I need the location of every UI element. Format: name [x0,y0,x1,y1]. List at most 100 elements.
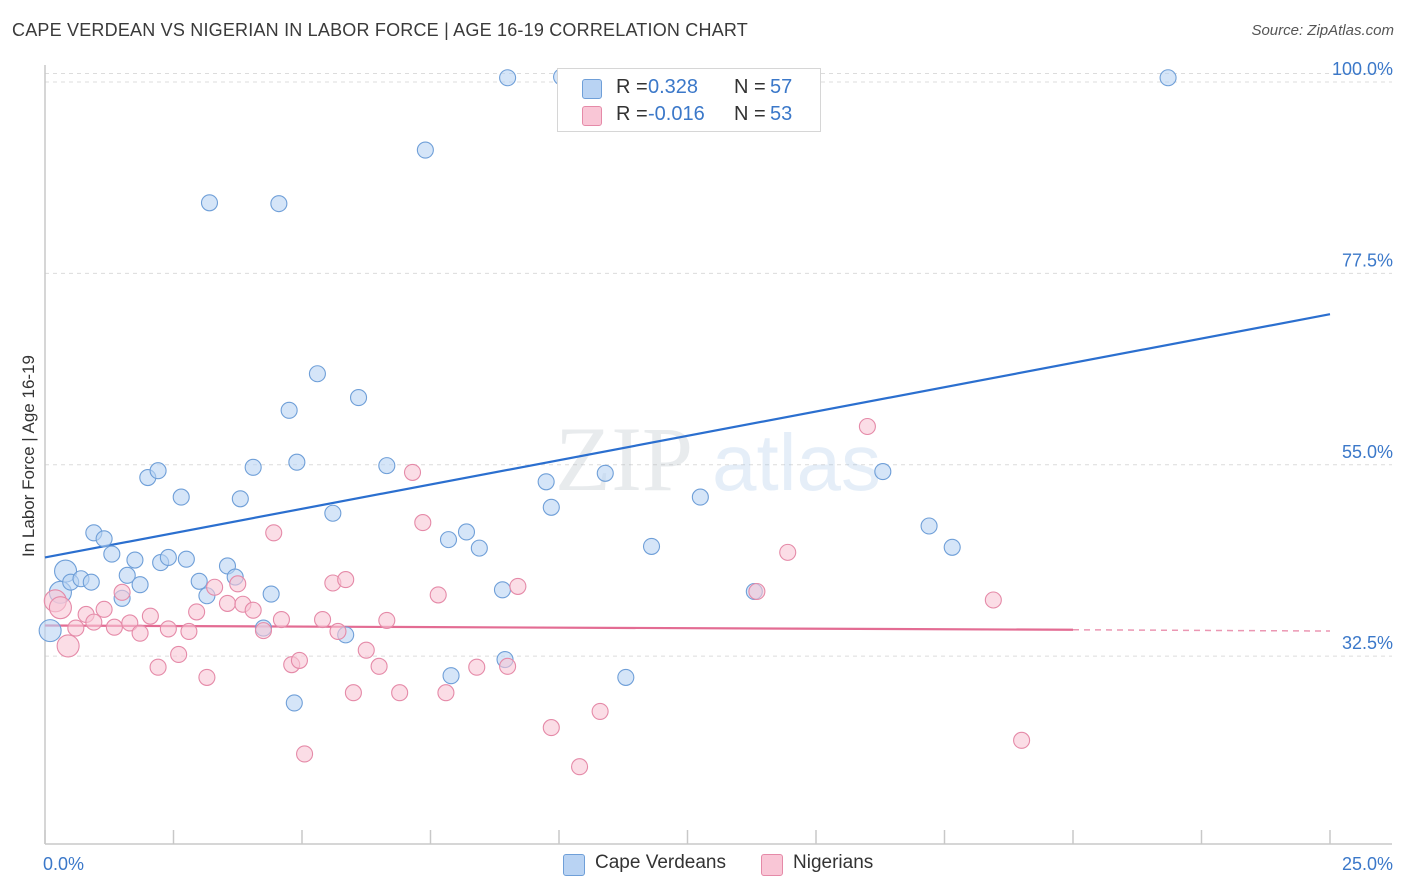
watermark-zip: ZIP [555,408,693,510]
data-point [67,619,85,637]
data-point [177,550,195,568]
data-point [349,389,368,407]
series-nigerians [43,417,1031,776]
data-point [265,524,283,542]
trend-lines [44,313,1331,632]
data-point [56,634,80,658]
label-nigerians: Nigerians [793,852,874,873]
data-point [244,601,262,619]
data-point [159,620,177,638]
data-point [190,572,208,590]
legend-swatch-cape-verdeans [582,79,602,99]
data-points [38,68,1177,776]
data-point [141,607,159,625]
data-point [180,622,198,641]
legend-n-label: N = [734,76,766,98]
data-point [121,614,139,632]
data-point [470,539,488,557]
data-point [378,457,396,475]
watermark: ZIP atlas [555,408,881,510]
gridlines [45,73,1392,657]
data-point [105,618,123,636]
data-point [103,545,121,563]
data-point [118,566,136,584]
axes [44,65,1392,845]
label-cape-verdeans: Cape Verdeans [595,852,726,873]
data-point [748,582,766,601]
data-point [38,619,62,643]
tick-labels: 32.5% 55.0% 77.5% 100.0% 0.0% 25.0% [43,59,1393,874]
legend-n-label: N = [734,103,766,125]
data-point [85,613,103,631]
data-point [457,523,476,541]
data-point [357,641,375,659]
data-point [499,69,517,87]
data-point [1013,731,1031,749]
data-point [391,684,409,702]
legend-r-label: R = [616,76,648,98]
data-point [984,591,1002,609]
data-point [95,600,113,618]
data-point [290,651,308,669]
data-point [308,365,326,383]
data-point [188,603,206,621]
y-tick-label: 55.0% [1342,442,1393,462]
data-point [437,684,455,702]
trend-line-extension-1 [1072,629,1331,632]
data-point [270,195,288,213]
y-axis-label: In Labor Force | Age 16-19 [19,355,38,557]
data-point [1159,69,1177,87]
trend-line-0 [44,313,1331,559]
data-point [344,684,362,702]
data-point [874,463,892,481]
data-point [691,488,709,506]
data-point [231,490,249,508]
data-point [370,657,388,675]
data-point [537,473,555,491]
data-point [324,504,342,522]
data-point [272,611,290,629]
data-point [280,401,298,419]
y-tick-label: 32.5% [1342,633,1393,653]
data-point [617,668,635,686]
legend-n-value: 53 [770,103,793,125]
data-point [296,745,314,763]
data-point [172,488,190,506]
legend-row-nigerians: R = -0.016 N = 53 [558,103,820,129]
data-point [509,577,527,595]
legend-n-value: 57 [770,76,793,98]
data-point [943,538,961,556]
data-point [378,611,396,629]
data-point [468,658,486,676]
data-point [254,622,273,640]
data-point [149,462,167,480]
watermark-atlas: atlas [712,418,881,507]
data-point [493,581,512,599]
source-label: Source: ZipAtlas.com [1251,22,1394,39]
swatch-nigerians [761,854,783,876]
trend-line-1 [44,624,1074,631]
data-point [596,464,614,482]
data-point [337,571,355,589]
data-point [542,719,560,737]
data-point [131,624,149,642]
swatch-cape-verdeans [563,854,585,876]
data-point [571,758,589,776]
x-tick-label: 25.0% [1342,854,1393,874]
data-point [244,458,262,476]
legend-swatch-nigerians [582,106,602,126]
data-point [206,578,224,596]
data-point [920,517,938,535]
data-point [113,583,131,601]
data-point [329,622,347,641]
data-point [779,543,797,561]
series-cape-verdeans [38,68,1177,712]
legend-row-cape-verdeans: R = 0.328 N = 57 [558,76,820,102]
x-tick-label: 0.0% [43,854,84,874]
data-point [439,531,458,549]
data-point [200,194,219,212]
data-point [126,551,144,569]
data-point [414,514,432,532]
data-point [170,645,188,663]
